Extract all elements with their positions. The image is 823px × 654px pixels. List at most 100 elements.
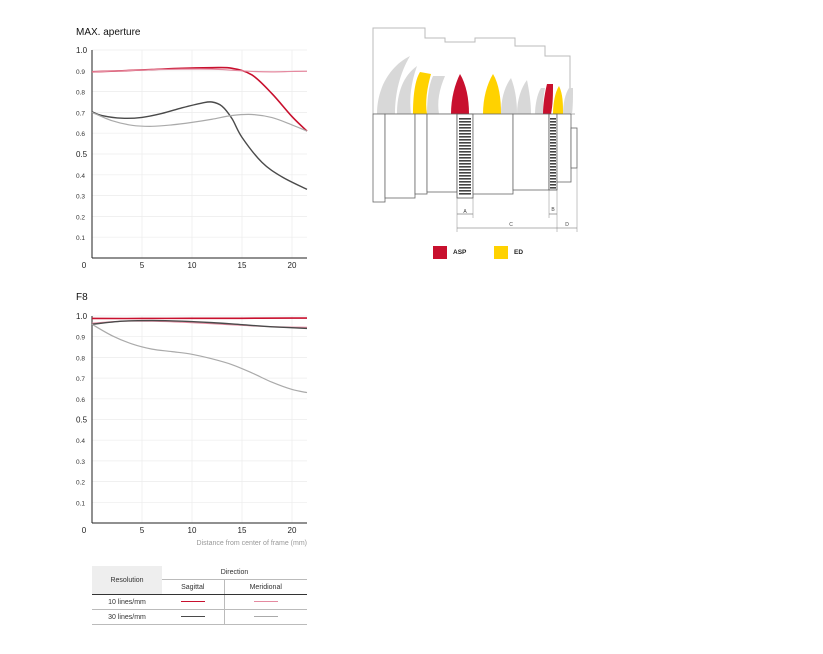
grip-ridge xyxy=(550,166,556,168)
grip-ridge xyxy=(459,124,471,126)
grip-ridge xyxy=(550,187,556,189)
chart-title-f8: F8 xyxy=(76,292,88,303)
grip-ridge xyxy=(550,118,556,120)
aperture-ring-grip xyxy=(550,118,556,189)
y-tick-label: 0.9 xyxy=(76,335,85,342)
legend-swatch-10-meridional xyxy=(253,600,278,603)
lens-element-ed xyxy=(413,72,431,114)
grip-ridge xyxy=(459,175,471,177)
y-tick-label: 1.0 xyxy=(76,312,88,321)
dim-label-a: A xyxy=(463,209,467,215)
grip-ridge xyxy=(459,172,471,174)
grip-ridge xyxy=(550,124,556,126)
asp-swatch xyxy=(433,246,447,259)
grip-ridge xyxy=(550,175,556,177)
legend-row-label: 30 lines/mm xyxy=(92,609,162,625)
barrel-section xyxy=(414,113,428,195)
y-tick-label: 0.3 xyxy=(76,459,85,466)
y-tick-label: 0.8 xyxy=(76,355,85,362)
barrel-section xyxy=(384,113,416,199)
grip-ridge xyxy=(459,169,471,171)
y-tick-label: 0.1 xyxy=(76,500,85,507)
y-tick-label: 0.4 xyxy=(76,173,85,180)
grip-ridge xyxy=(459,148,471,150)
lens-element-asp xyxy=(543,84,553,114)
dim-label-d: D xyxy=(565,222,569,228)
lens-element-ed xyxy=(553,86,563,114)
lens-construction-diagram: A B C D xyxy=(372,27,578,232)
legend-row-10lines: 10 lines/mm xyxy=(92,594,307,610)
mtf-chart-max-aperture: 1.00.90.80.70.60.50.40.30.20.105101520Di… xyxy=(76,46,308,270)
grip-ridge xyxy=(550,151,556,153)
grip-ridge xyxy=(459,142,471,144)
grip-ridge xyxy=(459,145,471,147)
y-tick-label: 0.5 xyxy=(76,416,88,425)
lens-element-grey xyxy=(517,80,531,114)
grip-ridge xyxy=(459,151,471,153)
focus-ring-grip xyxy=(459,118,471,195)
lens-element-grey xyxy=(563,88,573,114)
grip-ridge xyxy=(550,172,556,174)
grip-ridge xyxy=(550,181,556,183)
grip-ridge xyxy=(550,139,556,141)
grip-ridge xyxy=(550,130,556,132)
y-tick-label: 0.2 xyxy=(76,214,85,221)
x-tick-label: 0 xyxy=(82,261,87,270)
lens-element-grey xyxy=(397,66,417,114)
y-tick-label: 0.6 xyxy=(76,131,85,138)
y-tick-label: 0.5 xyxy=(76,150,88,159)
x-axis-label: Distance from center of frame (mm) xyxy=(197,540,307,547)
grip-ridge xyxy=(550,121,556,123)
grip-ridge xyxy=(550,169,556,171)
x-tick-label: 20 xyxy=(288,261,297,270)
lens-element-grey xyxy=(377,56,410,114)
lens-element-grey xyxy=(501,78,517,114)
x-tick-label: 0 xyxy=(82,526,87,535)
barrel-section xyxy=(472,113,514,195)
y-tick-label: 0.7 xyxy=(76,110,85,117)
grip-ridge xyxy=(459,160,471,162)
grip-ridge xyxy=(459,190,471,192)
series-line-2 xyxy=(91,101,308,190)
x-tick-label: 10 xyxy=(188,526,197,535)
y-tick-label: 0.6 xyxy=(76,397,85,404)
grip-ridge xyxy=(459,166,471,168)
legend-resolution-header: Resolution xyxy=(92,566,162,595)
x-tick-label: 5 xyxy=(140,526,145,535)
grip-ridge xyxy=(459,133,471,135)
grip-ridge xyxy=(550,142,556,144)
legend-row-30lines: 30 lines/mm xyxy=(92,609,307,625)
grip-ridge xyxy=(459,136,471,138)
grip-ridge xyxy=(459,187,471,189)
lens-element-asp xyxy=(451,74,469,114)
y-tick-label: 0.7 xyxy=(76,376,85,383)
grip-ridge xyxy=(550,157,556,159)
x-tick-label: 10 xyxy=(188,261,197,270)
y-tick-label: 0.9 xyxy=(76,69,85,76)
legend-swatch-30-meridional xyxy=(253,615,278,618)
grip-ridge xyxy=(459,130,471,132)
dim-label-b: B xyxy=(551,207,555,213)
asp-label: ASP xyxy=(453,249,467,257)
grip-ridge xyxy=(459,193,471,195)
series-line-3 xyxy=(91,111,308,132)
barrel-section xyxy=(556,113,572,183)
x-tick-label: 15 xyxy=(238,526,247,535)
series-line-3 xyxy=(91,323,308,394)
lens-legend-ed: ED xyxy=(494,246,523,259)
grip-ridge xyxy=(459,121,471,123)
y-tick-label: 0.1 xyxy=(76,235,85,242)
grip-ridge xyxy=(459,154,471,156)
barrel-section xyxy=(426,113,458,193)
grip-ridge xyxy=(550,160,556,162)
grip-ridge xyxy=(550,133,556,135)
grip-ridge xyxy=(550,148,556,150)
grip-ridge xyxy=(459,139,471,141)
grip-ridge xyxy=(550,163,556,165)
grip-ridge xyxy=(459,184,471,186)
grip-ridge xyxy=(459,178,471,180)
y-tick-label: 0.8 xyxy=(76,90,85,97)
x-tick-label: 15 xyxy=(238,261,247,270)
grip-ridge xyxy=(459,157,471,159)
y-tick-label: 0.4 xyxy=(76,438,85,445)
